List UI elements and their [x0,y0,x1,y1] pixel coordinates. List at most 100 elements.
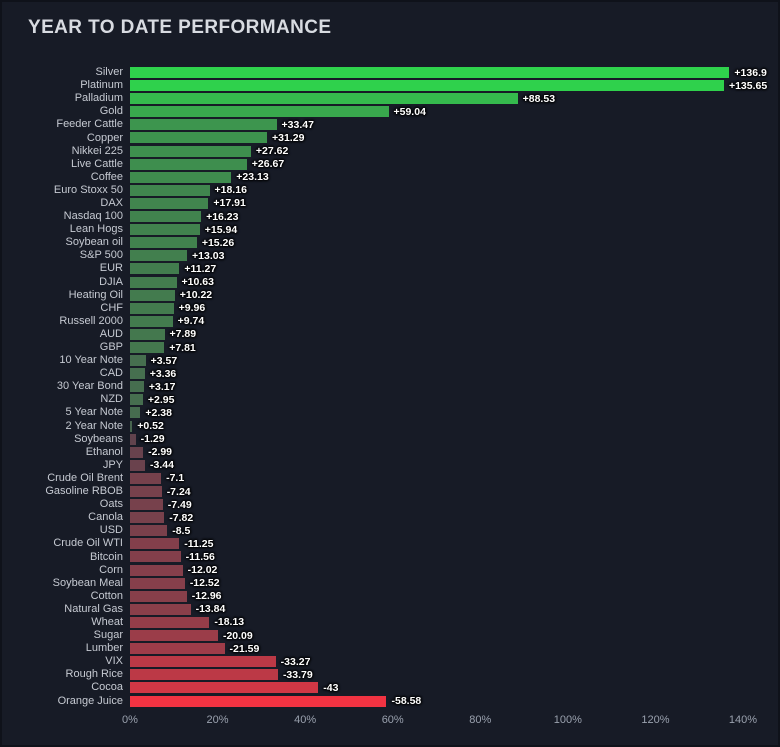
bar-track: +15.26 [130,236,778,249]
value-label: +3.57 [150,354,178,367]
bar-track: +136.9 [130,66,778,79]
bar-row: Natural Gas -13.84 [2,603,778,616]
bar-row: NZD +2.95 [2,393,778,406]
value-label: +15.26 [201,236,235,249]
value-label: -11.56 [185,551,215,564]
x-tick-label: 100% [553,714,582,726]
bar-track: -7.82 [130,511,778,524]
bar-track: +26.67 [130,158,778,171]
bar-row: Palladium +88.53 [2,92,778,105]
bar-track: +3.17 [130,380,778,393]
value-label: +27.62 [255,145,289,158]
value-label: -21.59 [229,642,260,655]
bar-track: -13.84 [130,603,778,616]
bar-row: Feeder Cattle +33.47 [2,118,778,131]
bar-row: Coffee +23.13 [2,171,778,184]
bar-row: Nikkei 225 +27.62 [2,145,778,158]
bar [130,538,180,550]
bar [130,171,232,183]
bar-track: -1.29 [130,433,778,446]
bar-track: -8.5 [130,524,778,537]
category-label: 5 Year Note [65,406,124,419]
bar-row: Sugar -20.09 [2,629,778,642]
bar-row: Corn -12.02 [2,564,778,577]
bar-row: Crude Oil WTI -11.25 [2,537,778,550]
category-label: Ethanol [85,445,123,458]
bar-row: 30 Year Bond +3.17 [2,380,778,393]
bar [130,433,136,445]
bar-track: +9.74 [130,315,778,328]
value-label: +26.67 [251,158,285,171]
bar-track: +18.16 [130,184,778,197]
bar [130,472,162,484]
category-label: Silver [95,66,123,79]
bar [130,328,165,340]
bar [130,80,724,92]
value-label: +31.29 [272,132,305,145]
bar [130,381,144,393]
bar-track: -11.56 [130,550,778,563]
bar-row: AUD +7.89 [2,328,778,341]
category-label: Natural Gas [64,602,123,615]
category-label: Copper [86,131,123,144]
category-label: CAD [99,367,123,380]
value-label: +33.47 [281,118,314,131]
bar [130,446,144,458]
x-axis: 0% 20% 40% 60% 80% 100% 120% 140% [122,714,757,730]
bar [130,551,181,563]
value-label: -12.52 [189,577,220,590]
bar [130,407,141,419]
value-label: +11.27 [184,262,217,275]
bar [130,630,218,642]
value-label: +3.17 [148,380,176,393]
bar-track: +135.65 [130,79,778,92]
bar-track: -11.25 [130,537,778,550]
category-label: DAX [100,196,123,209]
category-label: Oats [99,498,123,511]
bar-row: JPY -3.44 [2,459,778,472]
value-label: -7.82 [169,511,194,524]
bar-row: EUR +11.27 [2,262,778,275]
bar-track: +7.89 [130,328,778,341]
bar-track: +0.52 [130,420,778,433]
value-label: +15.94 [204,223,238,236]
value-label: +10.63 [181,276,214,289]
bar-track: +31.29 [130,131,778,144]
value-label: -18.13 [214,616,245,629]
bar [130,93,518,105]
bar-row: CHF +9.96 [2,302,778,315]
bar-row: Cocoa -43 [2,681,778,694]
bar [130,564,183,576]
value-label: -11.25 [184,537,214,550]
x-tick-label: 60% [381,714,404,726]
bar-row: Russell 2000 +9.74 [2,315,778,328]
value-label: +7.89 [169,328,197,341]
bar-row: USD -8.5 [2,524,778,537]
value-label: -33.79 [282,668,313,681]
value-label: -12.02 [187,564,218,577]
category-label: S&P 500 [79,249,123,262]
bar [130,315,173,327]
bar-track: -12.02 [130,564,778,577]
category-label: Canola [88,511,123,524]
bar-track: +11.27 [130,262,778,275]
bar [130,682,319,694]
value-label: +3.36 [149,367,177,380]
category-label: Soybean oil [65,236,124,249]
bar-track: -58.58 [130,695,778,708]
bar-track: +15.94 [130,223,778,236]
category-label: GBP [99,341,123,354]
x-tick-label: 80% [469,714,492,726]
bar-track: -43 [130,681,778,694]
bar-row: Copper +31.29 [2,131,778,144]
category-label: 10 Year Note [59,354,123,367]
bar-row: Bitcoin -11.56 [2,550,778,563]
value-label: +10.22 [179,289,213,302]
bar-track: -7.1 [130,472,778,485]
bar-track: +7.81 [130,341,778,354]
bar-row: VIX -33.27 [2,655,778,668]
category-label: Crude Oil WTI [53,537,123,550]
bar [130,486,162,497]
bar-row: Live Cattle +26.67 [2,158,778,171]
category-label: Euro Stoxx 50 [53,183,123,196]
